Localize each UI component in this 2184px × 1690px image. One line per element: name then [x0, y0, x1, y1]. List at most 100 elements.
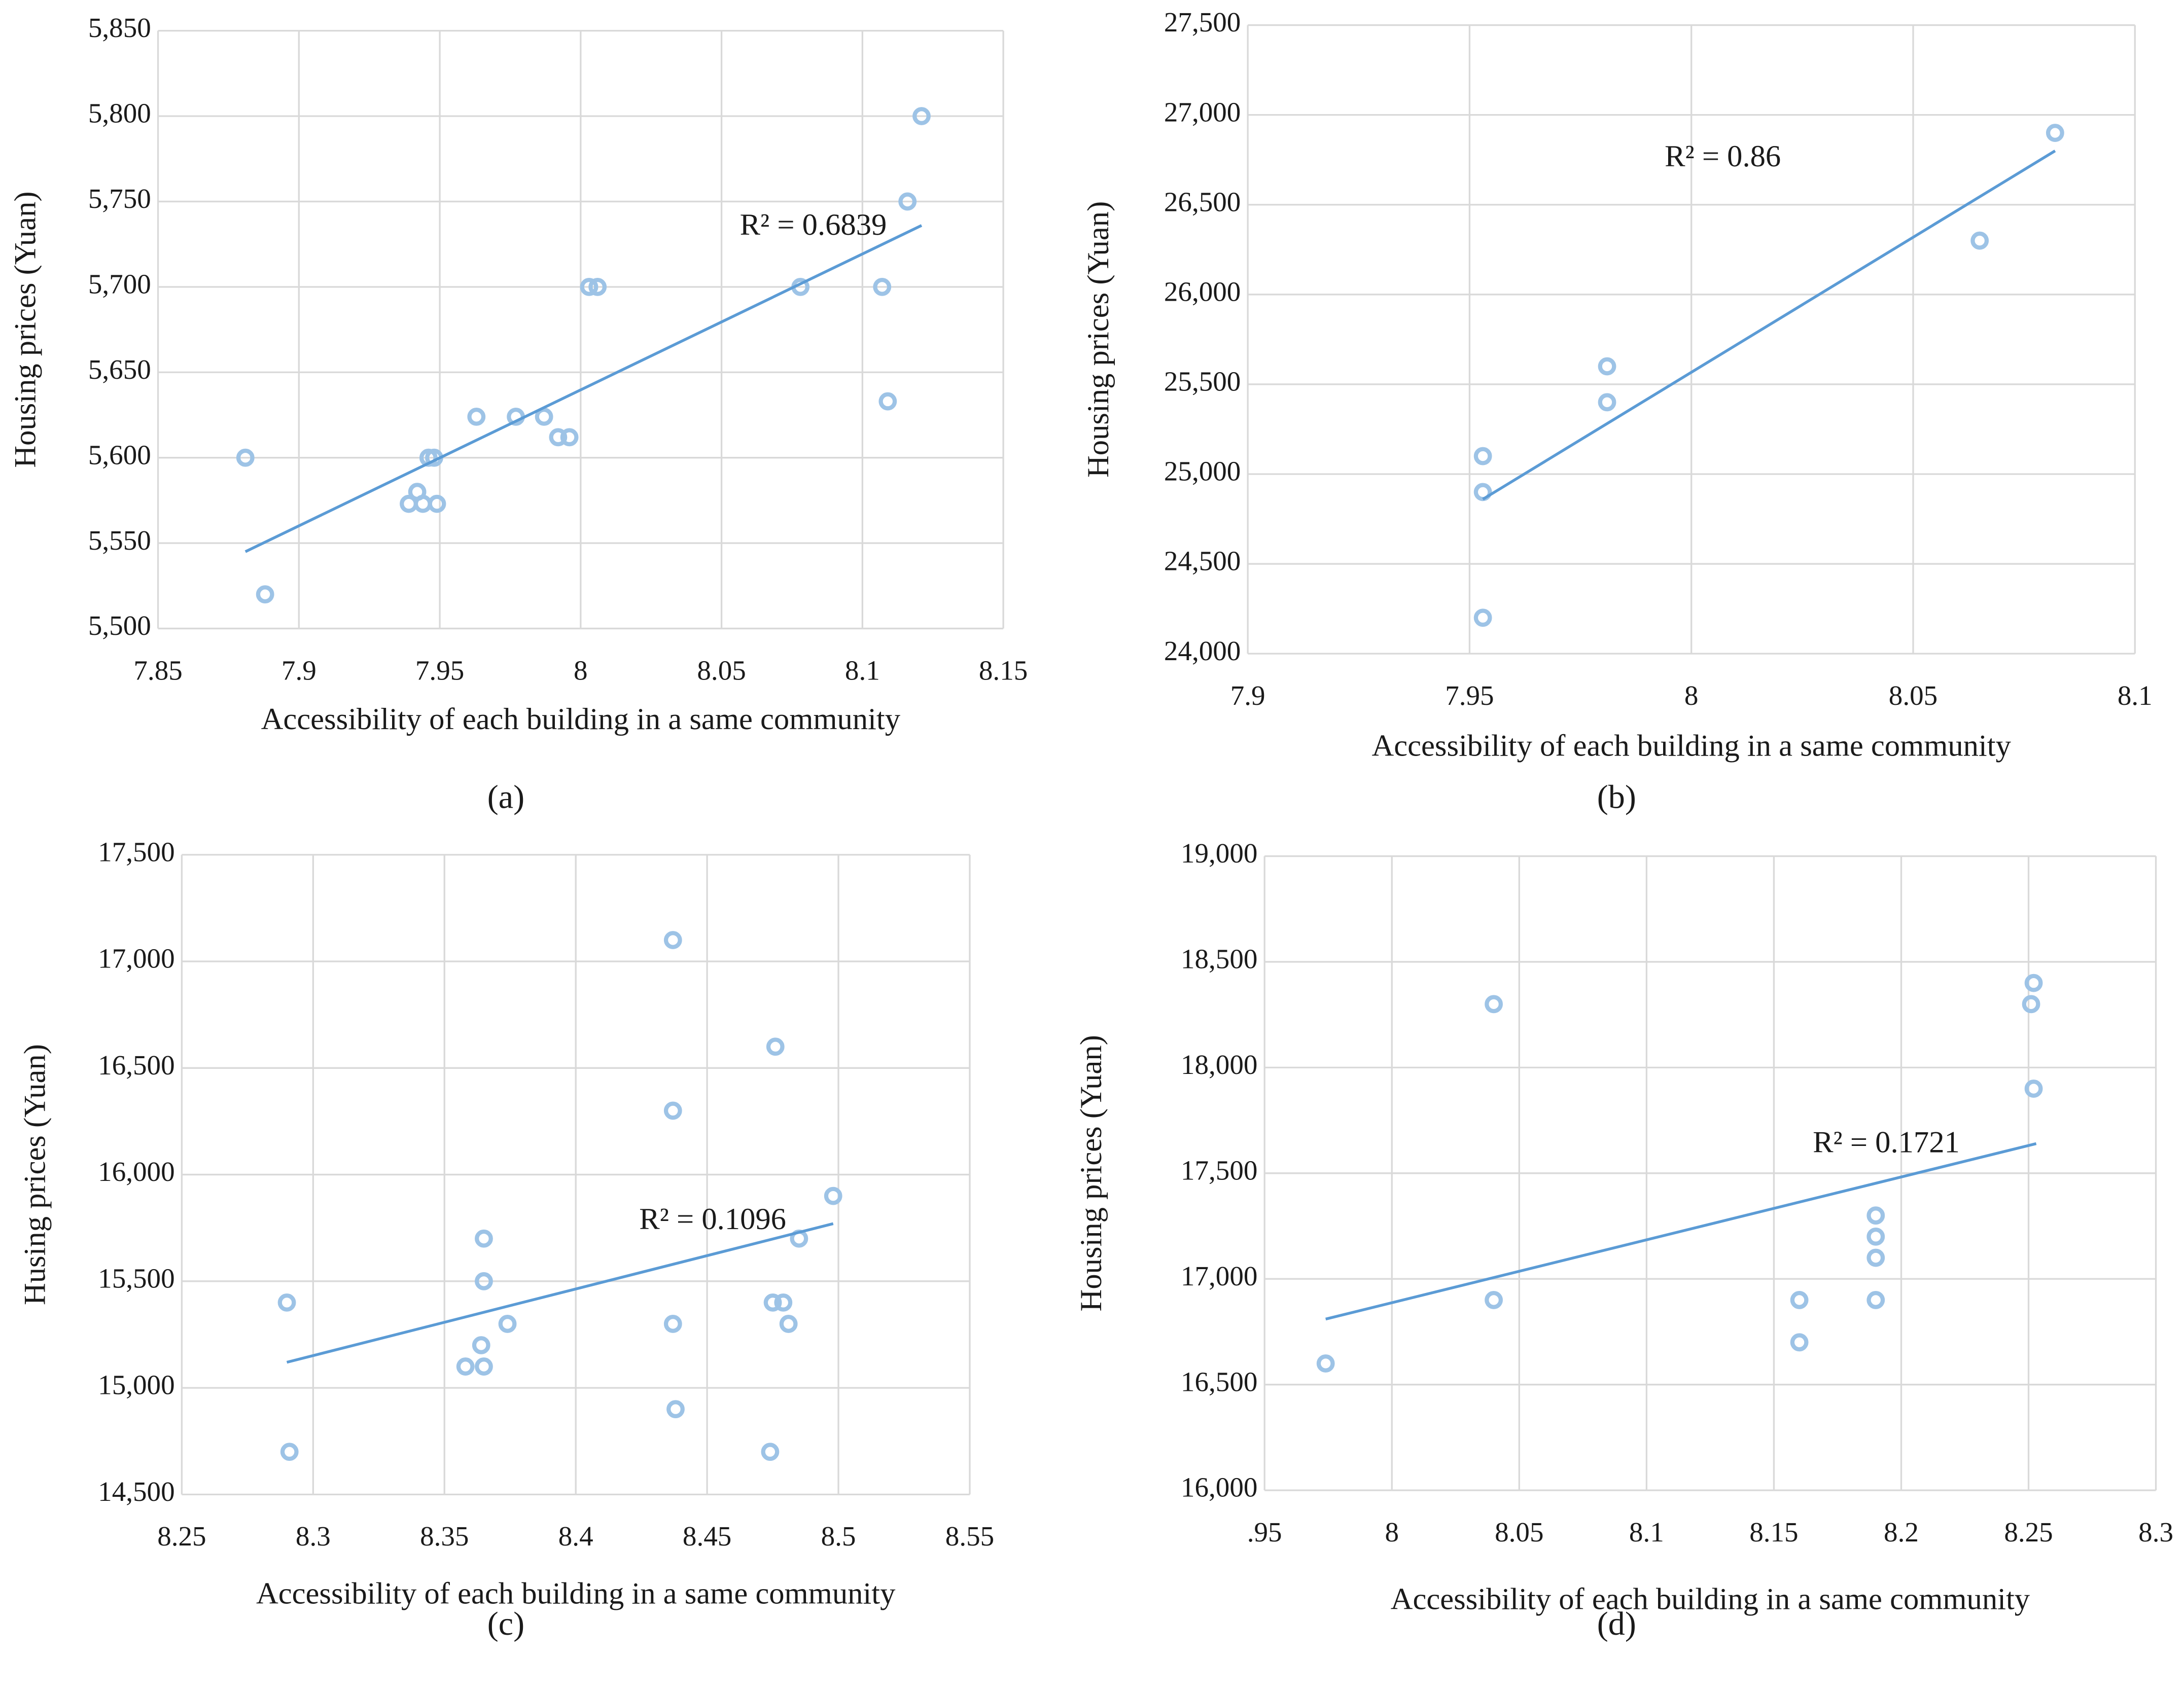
y-tick-label: 16,500: [98, 1050, 174, 1081]
panel-label: (a): [487, 779, 524, 816]
y-tick-label: 5,600: [88, 439, 151, 470]
y-tick-label: 27,000: [1164, 96, 1241, 127]
x-tick-label: 8.2: [1884, 1517, 1919, 1548]
panel-label: (d): [1597, 1605, 1636, 1642]
chart-panel: 14,500 15,000 15,500 16,000 16,500 17,000 17,5…: [18, 836, 995, 1642]
y-tick-label: 5,850: [88, 12, 151, 43]
y-axis-label: Housing prices (Yuan): [8, 191, 42, 468]
x-tick-label: 8: [1684, 680, 1699, 711]
x-tick-label: 8.45: [683, 1521, 731, 1552]
y-tick-label: 25,000: [1164, 456, 1241, 487]
chart-panel: 5,500 5,550 5,600 5,650 5,700 5,750 5,800 5,850…: [8, 12, 1028, 815]
data-point: [663, 931, 682, 949]
y-tick-label: 18,000: [1181, 1049, 1257, 1080]
x-tick-label: 8.25: [2004, 1517, 2053, 1548]
data-point: [1598, 393, 1616, 412]
panel-label: (c): [487, 1605, 524, 1642]
y-tick-label: 17,500: [98, 836, 174, 867]
y-tick-label: 26,000: [1164, 276, 1241, 307]
x-tick-label: 8.1: [845, 655, 880, 686]
x-tick-label: 7.95: [1445, 680, 1494, 711]
y-axis-label: Husing prices (Yuan): [18, 1044, 52, 1305]
data-point: [413, 494, 432, 513]
data-point: [467, 407, 486, 426]
data-point: [535, 407, 553, 426]
data-point: [824, 1186, 842, 1205]
annotation: R² = 0.6839: [740, 208, 887, 242]
y-axis-label: Housing prices (Yuan): [1074, 1035, 1108, 1311]
data-point: [475, 1357, 493, 1376]
data-point: [774, 1293, 793, 1312]
x-tick-label: 8.3: [2138, 1517, 2173, 1548]
data-point: [472, 1336, 490, 1354]
x-tick-label: 8.1: [1629, 1517, 1664, 1548]
x-tick-label: 8.15: [1749, 1517, 1798, 1548]
chart-panel: 16,000 16,500 17,000 17,500 18,000 18,500 19,0…: [1074, 838, 2173, 1642]
x-tick-label: .95: [1247, 1517, 1282, 1548]
chart-panel: 24,000 24,500 25,000 25,500 26,000 26,500 27,0…: [1081, 7, 2153, 815]
data-point: [1473, 608, 1492, 627]
data-point: [1790, 1333, 1809, 1352]
x-axis-label: Accessibility of each building in a same…: [1391, 1582, 2030, 1616]
data-point: [1473, 447, 1492, 465]
x-tick-label: 8.4: [558, 1521, 593, 1552]
data-point: [878, 392, 897, 411]
data-point: [663, 1101, 682, 1120]
data-point: [873, 277, 892, 296]
data-point: [1316, 1354, 1335, 1373]
y-tick-label: 15,500: [98, 1263, 174, 1293]
data-point: [663, 1315, 682, 1333]
data-point: [1485, 1291, 1503, 1309]
data-point: [1598, 357, 1616, 376]
y-tick-label: 16,000: [98, 1156, 174, 1187]
y-tick-label: 24,000: [1164, 635, 1241, 666]
data-point: [456, 1357, 475, 1376]
x-tick-label: 7.85: [133, 655, 182, 686]
y-tick-label: 19,000: [1181, 838, 1257, 869]
data-point: [560, 428, 579, 447]
y-tick-label: 5,500: [88, 610, 151, 641]
data-point: [428, 494, 446, 513]
y-tick-label: 25,500: [1164, 366, 1241, 397]
x-tick-label: 8.25: [157, 1521, 206, 1552]
y-tick-label: 24,500: [1164, 546, 1241, 577]
data-point: [2022, 995, 2040, 1014]
data-point: [1866, 1206, 1885, 1225]
data-point: [277, 1293, 296, 1312]
data-point: [898, 192, 917, 211]
x-tick-label: 8.15: [979, 655, 1028, 686]
data-point: [498, 1315, 517, 1333]
data-point: [2024, 1080, 2043, 1098]
trend-line: [1482, 150, 2056, 500]
data-point: [779, 1315, 798, 1333]
x-tick-label: 8.3: [296, 1521, 331, 1552]
y-tick-label: 18,500: [1181, 944, 1257, 975]
data-point: [1866, 1291, 1885, 1309]
data-point: [1485, 995, 1503, 1014]
data-point: [1866, 1248, 1885, 1267]
annotation: R² = 0.1721: [1813, 1126, 1960, 1160]
data-point: [280, 1443, 299, 1461]
annotation: R² = 0.86: [1665, 139, 1781, 173]
data-point: [666, 1400, 685, 1419]
y-tick-label: 27,500: [1164, 7, 1241, 38]
x-tick-label: 7.9: [1230, 680, 1265, 711]
y-tick-label: 5,550: [88, 525, 151, 556]
data-point: [1970, 231, 1989, 250]
data-point: [588, 277, 607, 296]
x-axis-label: Accessibility of each building in a same…: [261, 702, 901, 736]
y-tick-label: 15,000: [98, 1370, 174, 1400]
y-tick-label: 16,500: [1181, 1366, 1257, 1397]
annotation: R² = 0.1096: [639, 1202, 786, 1236]
data-point: [1790, 1291, 1809, 1309]
x-tick-label: 8.05: [1495, 1517, 1543, 1548]
data-point: [912, 107, 931, 125]
y-tick-label: 5,700: [88, 269, 151, 300]
y-tick-label: 17,000: [1181, 1261, 1257, 1291]
y-tick-label: 5,800: [88, 98, 151, 129]
y-tick-label: 5,750: [88, 183, 151, 214]
panel-label: (b): [1597, 779, 1636, 816]
x-axis-label: Accessibility of each building in a same…: [256, 1576, 896, 1610]
x-tick-label: 8.55: [945, 1521, 994, 1552]
